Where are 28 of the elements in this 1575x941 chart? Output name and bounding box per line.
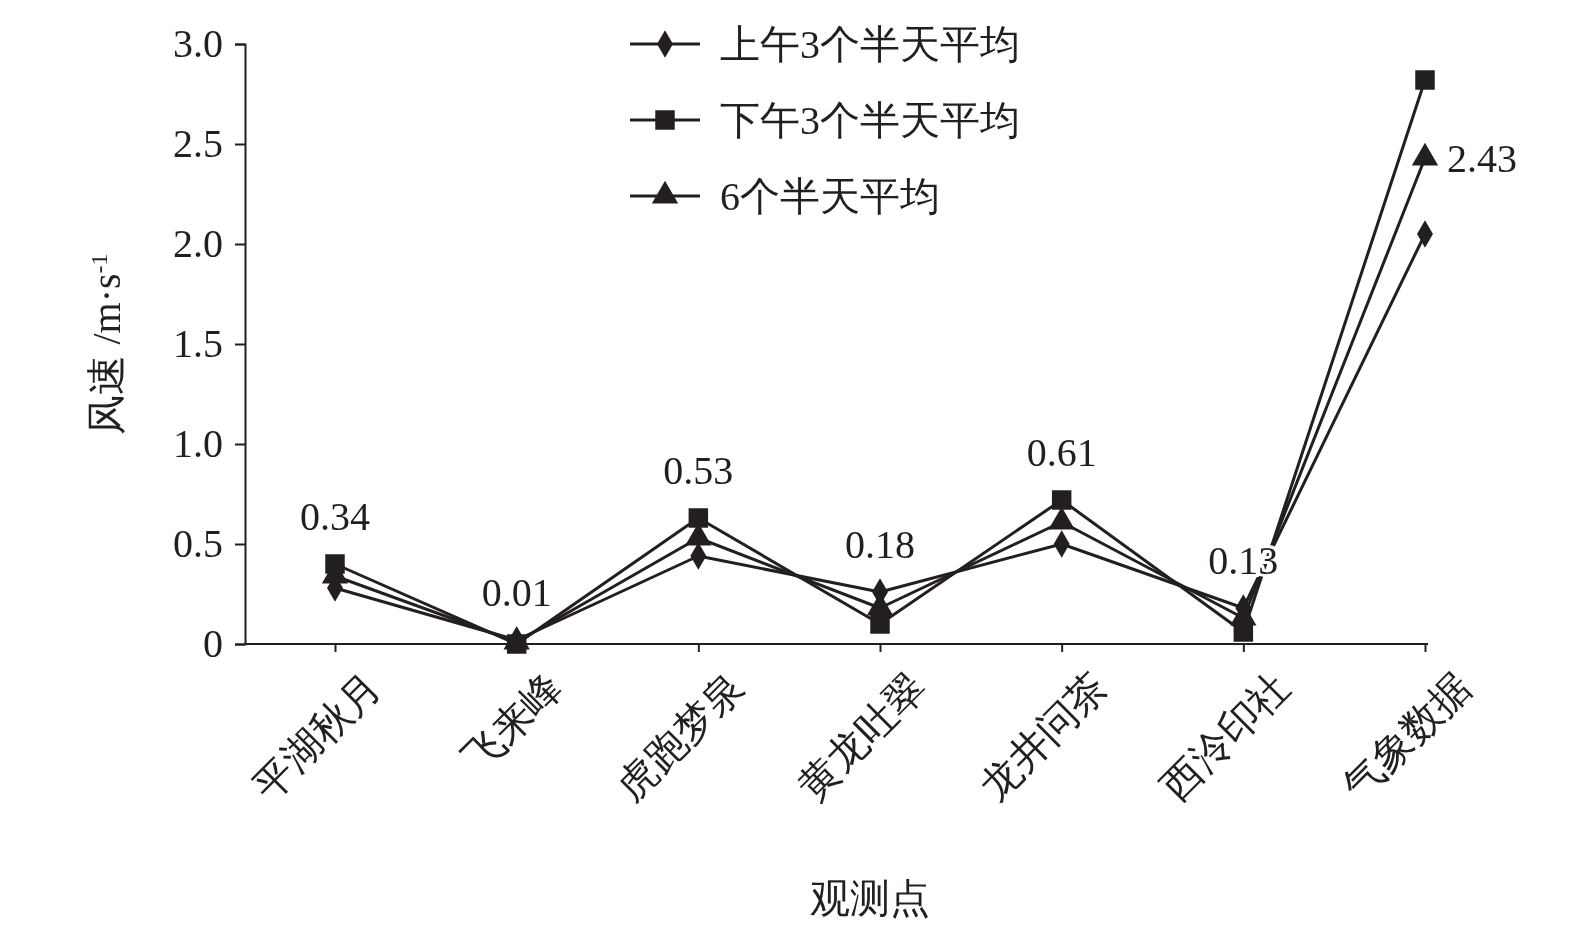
data-label: 0.53 [663,448,734,493]
legend-label: 下午3个半天平均 [720,98,1020,143]
x-tick-label: 平湖秋月 [244,664,390,810]
point [1415,70,1435,90]
x-tick-label: 飞来峰 [454,664,572,781]
data-label: 0.01 [481,570,552,615]
y-tick-label: 3.0 [173,21,223,67]
data-label: 0.61 [1026,430,1097,475]
y-tick-label: 0 [203,621,223,667]
x-tick-label: 黄龙吐翠 [789,664,935,810]
x-tick-label: 气象数据 [1334,664,1480,810]
data-label: 0.18 [845,522,915,567]
y-tick-label: 0.5 [173,521,223,567]
x-tick-label: 龙井问茶 [971,664,1117,810]
legend-label: 6个半天平均 [720,174,940,219]
point [688,508,709,528]
point [1051,490,1072,510]
data-label: 2.43 [1447,136,1517,181]
y-tick-label: 2.0 [173,221,223,267]
y-tick-label: 1.5 [173,321,223,367]
y-tick-label: 1.0 [173,421,223,467]
y-tick-label: 2.5 [173,121,223,167]
legend-label: 上午3个半天平均 [720,22,1020,67]
data-label: 0.34 [300,494,370,539]
point [870,614,890,634]
x-axis-title: 观测点 [810,876,930,921]
x-tick-label: 虎跑梦泉 [607,664,753,810]
x-tick-label: 西泠印社 [1152,664,1298,810]
